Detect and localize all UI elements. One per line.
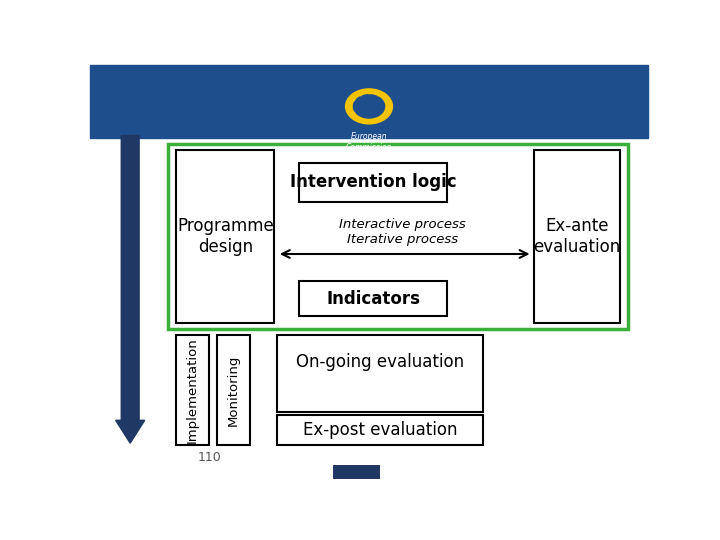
Text: Interactive process
Iterative process: Interactive process Iterative process — [339, 218, 466, 246]
FancyArrow shape — [116, 136, 145, 443]
Circle shape — [346, 89, 392, 124]
Text: Implementation: Implementation — [186, 338, 199, 443]
Text: Monitoring: Monitoring — [227, 354, 240, 426]
Text: European
Commission: European Commission — [346, 132, 392, 152]
Bar — [168, 144, 629, 329]
Bar — [277, 335, 483, 412]
Bar — [534, 150, 620, 322]
Text: Intervention logic: Intervention logic — [290, 173, 456, 191]
Text: Indicators: Indicators — [326, 289, 420, 308]
Bar — [300, 281, 447, 316]
Bar — [217, 335, 250, 446]
Text: 110: 110 — [198, 451, 222, 464]
Bar — [176, 150, 274, 322]
Bar — [277, 415, 483, 445]
Text: Ex-post evaluation: Ex-post evaluation — [303, 421, 457, 439]
Circle shape — [354, 94, 384, 118]
Bar — [300, 163, 447, 202]
Bar — [90, 65, 648, 138]
Text: Ex-ante
evaluation: Ex-ante evaluation — [534, 217, 621, 256]
Text: On-going evaluation: On-going evaluation — [296, 353, 464, 371]
Bar — [333, 465, 380, 478]
Bar — [176, 335, 209, 446]
Text: Programme
design: Programme design — [177, 217, 274, 256]
